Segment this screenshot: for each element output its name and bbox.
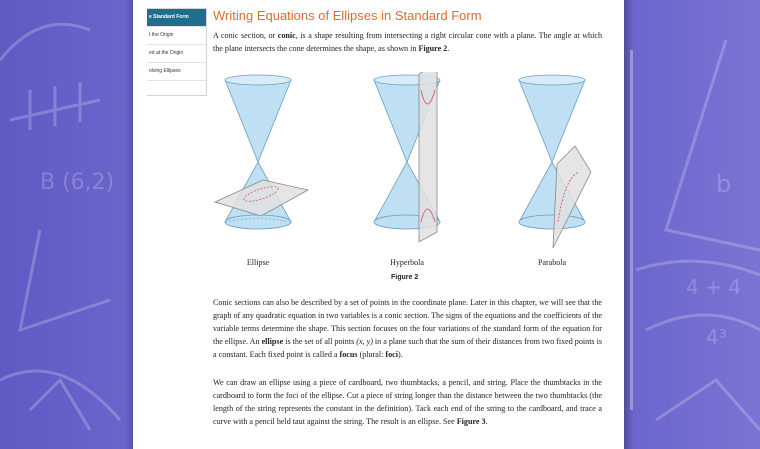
table-of-contents: e Standard Form t the Origin ed at the O… xyxy=(147,8,207,96)
page-shadow-right xyxy=(624,0,634,449)
chalk-drawings-left xyxy=(0,22,122,431)
figure-label: Figure 2 xyxy=(391,274,419,281)
toc-item-solving[interactable]: olving Ellipses xyxy=(147,63,206,81)
section-title: Writing Equations of Ellipses in Standar… xyxy=(213,8,482,23)
term-focus: focus xyxy=(339,350,358,359)
chalk-text-power: 4³ xyxy=(706,325,727,349)
document-page: e Standard Form t the Origin ed at the O… xyxy=(133,0,624,449)
intro-paragraph: A conic section, or conic, is a shape re… xyxy=(213,31,602,53)
term-foci: foci xyxy=(385,350,399,359)
chalk-drawings-right xyxy=(635,39,760,431)
scrollbar[interactable] xyxy=(630,50,633,410)
page-shadow-left xyxy=(125,0,135,449)
paragraph-definition: Conic sections can also be described by … xyxy=(213,298,603,359)
chalk-text-b: b xyxy=(716,170,732,198)
caption-ellipse: Ellipse xyxy=(246,258,270,267)
hyperbola-cone xyxy=(373,72,441,243)
background-right: b 4 + 4 4³ xyxy=(626,0,760,449)
toc-item-centered[interactable]: ed at the Origin xyxy=(147,45,206,63)
figure-2-link[interactable]: Figure 2 xyxy=(418,44,448,53)
figure-2-conic-sections xyxy=(213,72,592,249)
toc-item-standard-form[interactable]: e Standard Form xyxy=(147,9,206,27)
term-ellipse: ellipse xyxy=(261,337,284,346)
term-conic: conic xyxy=(277,31,296,40)
paragraph-drawing: We can draw an ellipse using a piece of … xyxy=(213,378,602,426)
background-left: B (6,2) xyxy=(0,0,133,449)
point-notation: (x, y) xyxy=(356,337,373,346)
caption-parabola: Parabola xyxy=(538,258,566,267)
chalk-text-sum: 4 + 4 xyxy=(686,275,741,299)
toc-item-origin[interactable]: t the Origin xyxy=(147,27,206,45)
figure-3-link[interactable]: Figure 3 xyxy=(456,417,486,426)
parabola-cone xyxy=(518,74,592,249)
ellipse-cone xyxy=(213,74,310,230)
chalk-text-left: B (6,2) xyxy=(40,170,115,195)
caption-hyperbola: Hyperbola xyxy=(390,258,424,267)
